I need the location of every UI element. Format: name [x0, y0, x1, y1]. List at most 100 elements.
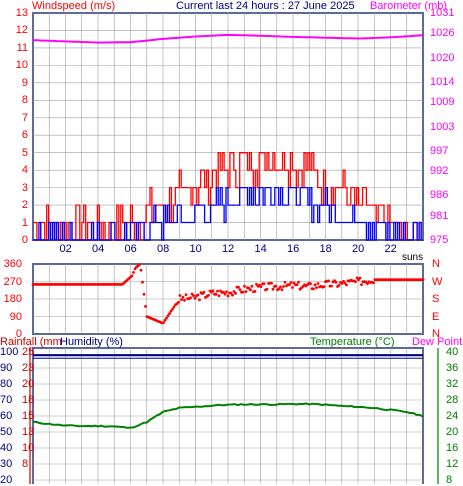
barometer-tick: 1009	[430, 96, 455, 109]
direction-point	[271, 287, 275, 291]
barometer-tick: 1026	[430, 27, 455, 40]
rainfall-axis-label: Rainfall (mm	[0, 336, 62, 348]
hour-tick: 14	[254, 243, 267, 255]
chart-title: Current last 24 hours : 27 June 2025	[176, 0, 355, 12]
direction-point	[142, 292, 146, 296]
direction-point	[315, 286, 318, 289]
direction-point	[250, 284, 254, 288]
direction-point	[297, 280, 300, 284]
direction-point	[327, 279, 330, 283]
direction-point	[132, 271, 135, 274]
direction-point	[216, 289, 219, 293]
direction-point	[295, 283, 299, 286]
direction-point	[265, 287, 269, 291]
direction-point	[192, 294, 195, 297]
direction-point	[421, 278, 425, 281]
direction-point	[279, 285, 282, 289]
direction-point	[291, 286, 294, 289]
direction-point	[198, 298, 201, 302]
direction-point	[165, 316, 168, 320]
direction-point	[172, 305, 176, 309]
direction-compass-tick: N	[432, 258, 440, 270]
direction-point	[253, 290, 257, 293]
direction-point	[316, 282, 320, 285]
dewpoint-axis-label: Dew Point	[412, 336, 463, 348]
direction-panel-series	[31, 263, 425, 325]
direction-point	[313, 283, 317, 287]
humidity-tick: 80	[0, 378, 13, 390]
direction-point	[139, 268, 143, 272]
direction-point	[244, 290, 248, 293]
direction-point	[283, 280, 287, 284]
direction-degree-tick: 0	[15, 328, 22, 340]
sunset-label: suns	[402, 252, 424, 263]
rainfall-tick: 20	[22, 378, 35, 390]
direction-point	[193, 296, 197, 300]
humidity-axis-label: Humidity (%)	[60, 336, 123, 348]
windspeed-tick: 3	[21, 181, 28, 194]
windspeed-tick: 12	[15, 24, 28, 37]
direction-point	[202, 290, 206, 294]
direction-point	[289, 281, 293, 284]
temperature-tick: 20	[446, 426, 459, 438]
direction-point	[144, 305, 147, 308]
direction-point	[181, 295, 185, 299]
hour-tick: 08	[157, 243, 170, 255]
direction-compass-tick: W	[432, 275, 443, 288]
humidity-tick: 60	[0, 410, 13, 422]
barometer-tick: 975	[430, 234, 449, 246]
direction-degree-tick: 180	[3, 293, 22, 305]
direction-point	[177, 300, 180, 304]
direction-point	[162, 321, 165, 324]
barometer-axis-label: Barometer (mb)	[370, 0, 448, 12]
temperature-tick: 40	[446, 346, 459, 358]
direction-compass-tick: N	[432, 328, 440, 340]
direction-point	[343, 281, 347, 285]
hour-tick: 02	[59, 243, 72, 255]
direction-point	[229, 291, 233, 295]
direction-point	[345, 283, 348, 287]
direction-point	[330, 284, 333, 288]
rainfall-tick: 23	[22, 362, 35, 374]
windspeed-tick: 1	[21, 216, 28, 229]
windspeed-tick: 8	[21, 94, 28, 107]
hour-tick: 06	[124, 243, 137, 255]
direction-point	[183, 298, 186, 302]
top-panel-series	[32, 33, 424, 241]
direction-point	[232, 290, 236, 293]
direction-point	[301, 285, 305, 288]
direction-point	[340, 282, 344, 285]
direction-point	[169, 309, 173, 313]
hour-tick: 18	[319, 243, 332, 255]
direction-degree-tick: 90	[9, 310, 22, 323]
direction-point	[237, 285, 240, 289]
rainfall-tick: 10	[22, 442, 35, 454]
direction-point	[223, 292, 227, 296]
windspeed-tick: 4	[21, 164, 28, 177]
hour-tick: 12	[222, 243, 235, 255]
barometer-tick: 1020	[430, 51, 455, 64]
hour-tick: 22	[384, 243, 397, 255]
barometer-tick: 1003	[430, 120, 455, 133]
direction-point	[168, 312, 171, 315]
humidity-tick: 70	[0, 394, 13, 406]
humidity-tick: 40	[0, 442, 13, 454]
direction-point	[225, 290, 228, 294]
direction-degree-tick: 270	[3, 275, 22, 288]
direction-point	[138, 263, 141, 266]
windspeed-tick: 0	[21, 234, 28, 246]
direction-point	[358, 276, 362, 280]
direction-point	[280, 288, 284, 292]
rainfall-tick: 18	[22, 394, 35, 406]
direction-point	[196, 293, 200, 297]
humidity-tick: 30	[0, 458, 13, 470]
direction-point	[334, 280, 338, 284]
lower-panel-series	[32, 354, 424, 429]
direction-point	[180, 298, 183, 301]
windspeed-tick: 9	[21, 76, 28, 89]
direction-point	[288, 283, 291, 286]
direction-point	[166, 314, 170, 318]
direction-point	[337, 283, 341, 287]
direction-point	[262, 282, 266, 285]
direction-point	[322, 285, 326, 288]
